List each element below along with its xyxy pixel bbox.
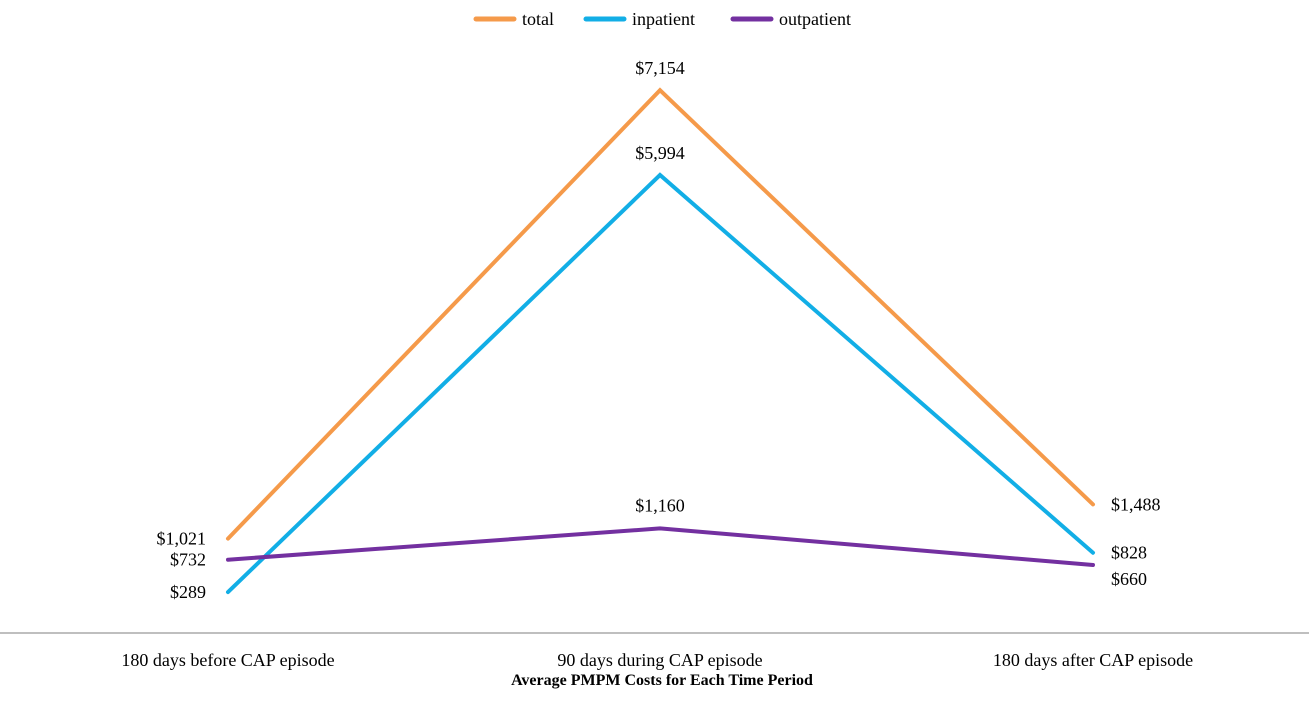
- series-line-inpatient: [226, 172, 1095, 595]
- legend: total inpatient outpatient: [473, 9, 851, 29]
- data-label-total-3: $1,488: [1111, 494, 1161, 514]
- data-label-outpatient-3: $660: [1111, 569, 1147, 589]
- data-label-outpatient-2: $1,160: [635, 495, 685, 515]
- legend-label-inpatient: inpatient: [632, 9, 695, 29]
- x-tick-label-3: 180 days after CAP episode: [993, 650, 1193, 670]
- legend-item-outpatient: outpatient: [730, 9, 851, 29]
- series-line-outpatient: [226, 526, 1095, 567]
- legend-item-inpatient: inpatient: [583, 9, 695, 29]
- data-labels: $1,021 $7,154 $1,488 $289 $5,994 $828 $732 $1,1…: [157, 58, 1161, 602]
- series-lines: [226, 87, 1095, 595]
- x-tick-labels: 180 days before CAP episode 90 days durin…: [121, 650, 1193, 670]
- data-label-inpatient-3: $828: [1111, 543, 1147, 563]
- data-label-inpatient-2: $5,994: [635, 143, 685, 163]
- x-tick-label-1: 180 days before CAP episode: [121, 650, 334, 670]
- legend-item-total: total: [473, 9, 554, 29]
- series-line-total: [226, 87, 1095, 541]
- data-label-outpatient-1: $732: [170, 550, 206, 570]
- x-tick-label-2: 90 days during CAP episode: [557, 650, 762, 670]
- legend-label-total: total: [522, 9, 554, 29]
- x-axis-title: Average PMPM Costs for Each Time Period: [511, 672, 813, 689]
- data-label-total-2: $7,154: [635, 58, 685, 78]
- legend-label-outpatient: outpatient: [779, 9, 851, 29]
- data-label-total-1: $1,021: [157, 529, 207, 549]
- data-label-inpatient-1: $289: [170, 582, 206, 602]
